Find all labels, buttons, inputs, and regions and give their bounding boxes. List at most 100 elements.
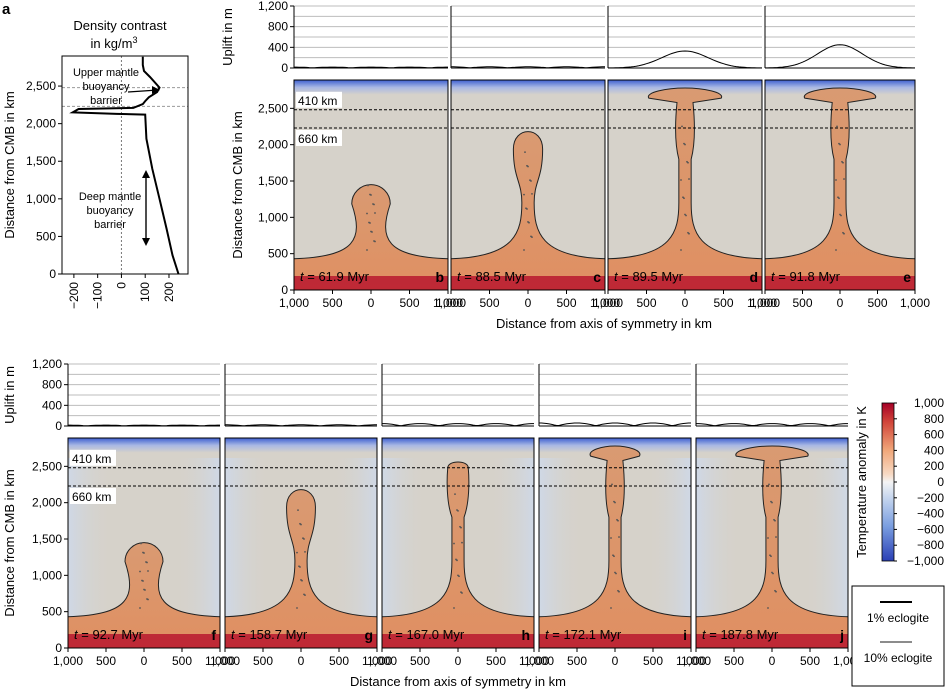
hot-boundary-layer <box>608 276 762 290</box>
panel-letter: e <box>903 269 911 285</box>
time-label: t = 158.7 Myr <box>231 627 308 642</box>
arrow-deep-head-down <box>142 238 150 246</box>
hot-boundary-layer <box>451 276 605 290</box>
eclogite-tracer <box>615 572 617 575</box>
x-tick-label: 0 <box>298 654 305 668</box>
colorbar-tick-label: 1,000 <box>914 396 944 410</box>
eclogite-tracer <box>139 570 141 573</box>
xlabel-bottom: Distance from axis of symmetry in km <box>350 674 566 689</box>
panel-letter: j <box>839 627 844 643</box>
hot-boundary-layer <box>68 634 220 648</box>
plume-outline-1pct <box>224 489 378 649</box>
depth-tick-label: 1,000 <box>32 568 62 582</box>
eclogite-tracer <box>683 197 685 200</box>
x-tick-label: 500 <box>486 654 506 668</box>
colorbar-tick-label: 200 <box>924 459 944 473</box>
annotation-upper-barrier: barrier <box>90 95 122 107</box>
eclogite-tracer <box>454 493 456 496</box>
panel-d: t = 89.5 Myr d 1,000 500 0 500 1,000 <box>593 5 777 310</box>
depth-ylabel: Distance from CMB in km <box>2 469 17 616</box>
eclogite-tracer <box>610 537 612 539</box>
hot-boundary-layer <box>225 634 377 648</box>
annotation-upper-barrier: Upper mantle <box>73 67 139 79</box>
time-label: t = 61.9 Myr <box>300 269 370 284</box>
colorbar-tick-label: −800 <box>917 538 944 552</box>
x-tick-label: 500 <box>636 296 656 310</box>
y-tick-label: 1,500 <box>26 154 56 168</box>
eclogite-tracer <box>681 125 683 128</box>
eclogite-tracer <box>297 509 299 512</box>
panel-a: a Density contrast in kg/m3 0 500 1,000 1,500 2… <box>2 1 189 309</box>
eclogite-tracer <box>142 580 144 582</box>
colorbar-tick-label: −1,000 <box>907 554 944 568</box>
eclogite-tracer <box>770 555 772 558</box>
colorbar-tick-label: 800 <box>924 412 944 426</box>
depth-tick-label: 500 <box>268 247 288 261</box>
panel-a-frame <box>61 55 189 275</box>
y-tick-label: 2,500 <box>26 79 56 93</box>
time-label: t = 89.5 Myr <box>614 269 684 284</box>
eclogite-tracer <box>613 555 615 558</box>
uplift-curve <box>294 66 448 69</box>
uplift-tick-label: 400 <box>268 40 288 54</box>
colorbar-gradient <box>881 402 895 562</box>
annotation-deep-barrier: Deep mantle <box>79 191 141 203</box>
label-bg <box>70 449 116 466</box>
panel-c: t = 88.5 Myr c 1,000 500 0 500 1,000 <box>436 5 620 310</box>
depth-tick-label: 500 <box>42 605 62 619</box>
label-bg <box>296 129 342 146</box>
uplift-tick-label: 800 <box>42 378 62 392</box>
eclogite-tracer <box>685 214 687 217</box>
uplift-tick-label: 400 <box>42 398 62 412</box>
discontinuity-text: 410 km <box>298 94 337 108</box>
uplift-curve <box>382 423 534 427</box>
eclogite-tracer <box>456 559 458 562</box>
x-tick-label: 1,000 <box>590 296 620 310</box>
depth-tick-label: 0 <box>281 283 288 297</box>
eclogite-tracer <box>610 607 612 609</box>
eclogite-tracer <box>531 236 533 239</box>
eclogite-tracer <box>687 161 689 164</box>
eclogite-tracer <box>147 570 149 572</box>
x-tick-label: 0 <box>612 654 619 668</box>
x-tick-label: −200 <box>67 282 81 309</box>
annotation-deep-barrier: buoyancy <box>86 205 134 217</box>
x-tick-label: 1,000 <box>367 654 397 668</box>
panel-a-title-line2: in kg/m3 <box>91 35 138 51</box>
panel-g: t = 158.7 Myr g 1,000 500 0 500 1,000 <box>210 363 392 668</box>
eclogite-tracer <box>139 607 141 609</box>
eclogite-tracer <box>835 249 837 251</box>
eclogite-tracer <box>617 519 619 522</box>
xlabel-top: Distance from axis of symmetry in km <box>496 316 712 331</box>
eclogite-tracer <box>688 178 690 180</box>
eclogite-tracer <box>527 165 529 168</box>
depth-tick-label: 2,500 <box>258 101 288 115</box>
eclogite-tracer <box>836 125 838 128</box>
hot-boundary-layer <box>696 634 848 648</box>
eclogite-tracer <box>531 192 533 195</box>
x-tick-label: 500 <box>399 296 419 310</box>
eclogite-tracer <box>300 523 302 526</box>
colorbar-tick-label: −400 <box>917 507 944 521</box>
eclogite-tracer <box>526 208 528 210</box>
colorbar-tick-label: 600 <box>924 428 944 442</box>
uplift-curve <box>451 66 605 69</box>
axis-labels: Uplift in m Uplift in m Distance from CMB … <box>2 8 712 689</box>
eclogite-tracer <box>774 519 776 522</box>
eclogite-tracer <box>374 212 376 214</box>
time-label: t = 172.1 Myr <box>545 627 622 642</box>
eclogite-tracer <box>140 542 142 545</box>
uplift-ylabel: Uplift in m <box>220 8 235 66</box>
eclogite-tracer <box>371 231 373 233</box>
annotation-upper-barrier: buoyancy <box>82 81 130 93</box>
eclogite-tracer <box>460 526 462 529</box>
eclogite-tracer <box>304 550 306 553</box>
x-tick-label: 0 <box>141 654 148 668</box>
x-tick-label: 1,000 <box>362 654 392 668</box>
uplift-curve <box>68 424 220 427</box>
colorbar-tick-label: 400 <box>924 443 944 457</box>
arrow-upper-head <box>152 86 160 94</box>
depth-ylabel: Distance from CMB in km <box>230 111 245 258</box>
